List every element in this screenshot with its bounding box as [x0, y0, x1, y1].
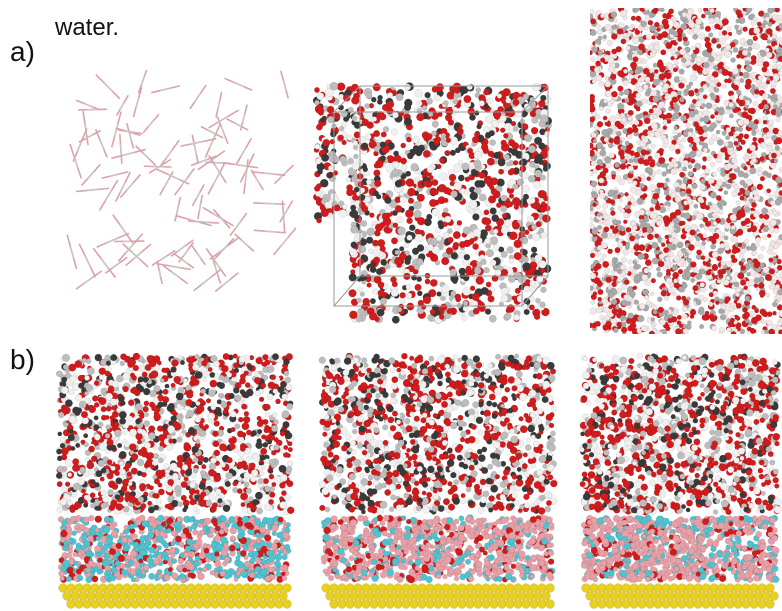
caption-line-2: water.: [55, 14, 120, 41]
interface-system-3-image: [579, 352, 782, 609]
figure-caption: water.: [0, 0, 119, 42]
solvated-cube-image: [312, 81, 552, 324]
interface-system-2-image: [318, 352, 558, 609]
interface-system-1-image: [55, 352, 295, 609]
panel-label-b: b): [10, 344, 35, 375]
liquid-slab-image: [590, 8, 782, 334]
panel-label-a: a): [10, 36, 35, 67]
caption-line-1: [0, 0, 119, 14]
isolated-molecules-image: [66, 70, 297, 292]
